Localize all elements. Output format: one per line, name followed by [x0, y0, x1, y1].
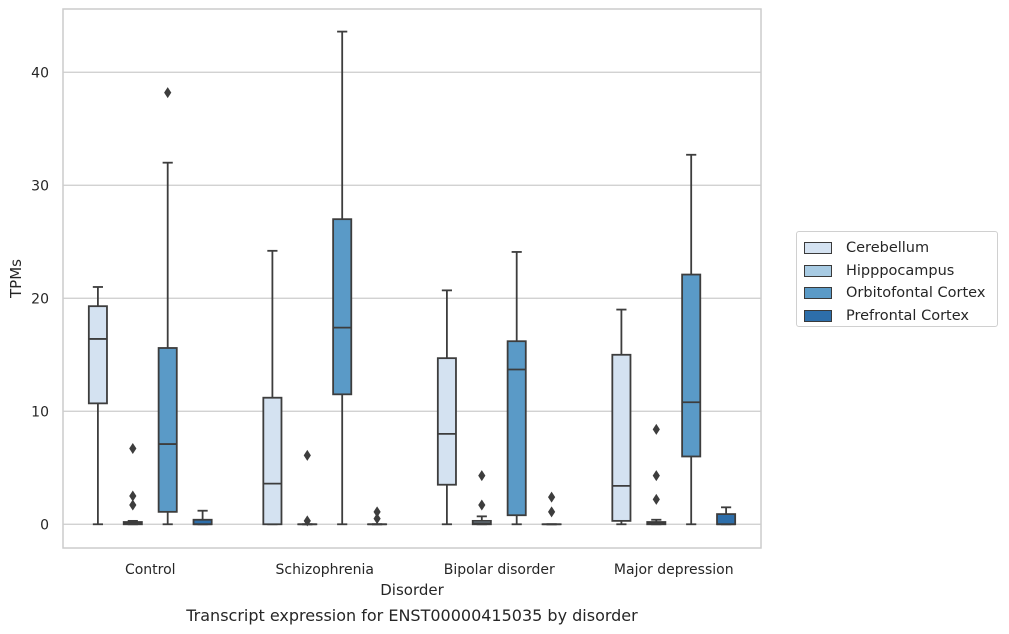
box-group — [367, 506, 388, 526]
y-tick-label: 20 — [31, 291, 49, 307]
outlier-point — [303, 515, 311, 527]
box-iqr — [611, 353, 632, 522]
outlier-point — [129, 443, 137, 455]
y-axis-title: TPMs — [7, 259, 25, 299]
box-plot-area — [87, 30, 737, 527]
chart-caption: Transcript expression for ENST0000041503… — [186, 606, 638, 625]
box-group — [471, 470, 492, 526]
box-group — [192, 509, 213, 526]
box-group — [87, 286, 108, 526]
outlier-point — [129, 499, 137, 511]
outlier-point — [373, 506, 381, 518]
box-iqr — [332, 218, 353, 396]
box-group — [646, 423, 667, 526]
legend-label: Hipppocampus — [846, 262, 955, 279]
legend-swatch — [804, 264, 832, 277]
box-iqr — [716, 513, 737, 526]
outlier-point — [652, 493, 660, 505]
box-iqr — [436, 357, 457, 486]
y-tick-label: 0 — [40, 517, 49, 533]
box-group — [297, 449, 318, 527]
box-group — [541, 491, 562, 526]
outlier-point — [129, 490, 137, 502]
x-axis-title: Disorder — [380, 581, 444, 599]
box-group — [716, 506, 737, 526]
legend-item: Prefrontal Cortex — [797, 305, 997, 328]
box-iqr — [506, 340, 527, 517]
box-iqr — [262, 396, 283, 526]
outlier-point — [164, 87, 172, 99]
plot-frame — [62, 8, 762, 549]
outlier-point — [652, 423, 660, 435]
y-tick-label: 30 — [31, 178, 49, 194]
gridlines — [63, 71, 761, 525]
box-group — [157, 87, 178, 526]
legend-label: Cerebellum — [846, 240, 930, 257]
x-tick-label: Bipolar disorder — [444, 562, 555, 578]
legend-item: Orbitofontal Cortex — [797, 282, 997, 305]
outlier-point — [373, 513, 381, 525]
legend-item: Cerebellum — [797, 237, 997, 260]
box-iqr — [681, 273, 702, 458]
y-tick-label: 10 — [31, 404, 49, 420]
y-axis-ticks: 0 10 20 30 40 — [31, 65, 49, 533]
outlier-point — [478, 499, 486, 511]
outlier-point — [548, 491, 556, 503]
box-group — [436, 289, 457, 526]
box-group — [262, 249, 283, 526]
y-tick-label: 40 — [31, 65, 49, 81]
x-tick-label: Control — [125, 562, 176, 578]
box-iqr — [87, 305, 108, 405]
legend: Cerebellum Hipppocampus Orbitofontal Corte… — [796, 231, 998, 327]
x-axis-ticks: Control Schizophrenia Bipolar disorder Majo… — [125, 562, 734, 578]
outlier-point — [478, 470, 486, 482]
x-tick-label: Major depression — [614, 562, 734, 578]
outlier-point — [548, 506, 556, 518]
box-group — [332, 30, 353, 526]
legend-label: Orbitofontal Cortex — [846, 285, 986, 302]
legend-label: Prefrontal Cortex — [846, 307, 969, 324]
box-group — [681, 153, 702, 526]
box-iqr — [157, 347, 178, 513]
box-group — [611, 308, 632, 526]
legend-swatch — [804, 287, 832, 300]
outlier-point — [652, 470, 660, 482]
legend-swatch — [804, 309, 832, 322]
legend-item: Hipppocampus — [797, 260, 997, 283]
box-group — [506, 251, 527, 526]
x-tick-label: Schizophrenia — [276, 562, 374, 578]
box-group — [122, 443, 143, 526]
outlier-point — [303, 449, 311, 461]
legend-swatch — [804, 242, 832, 255]
